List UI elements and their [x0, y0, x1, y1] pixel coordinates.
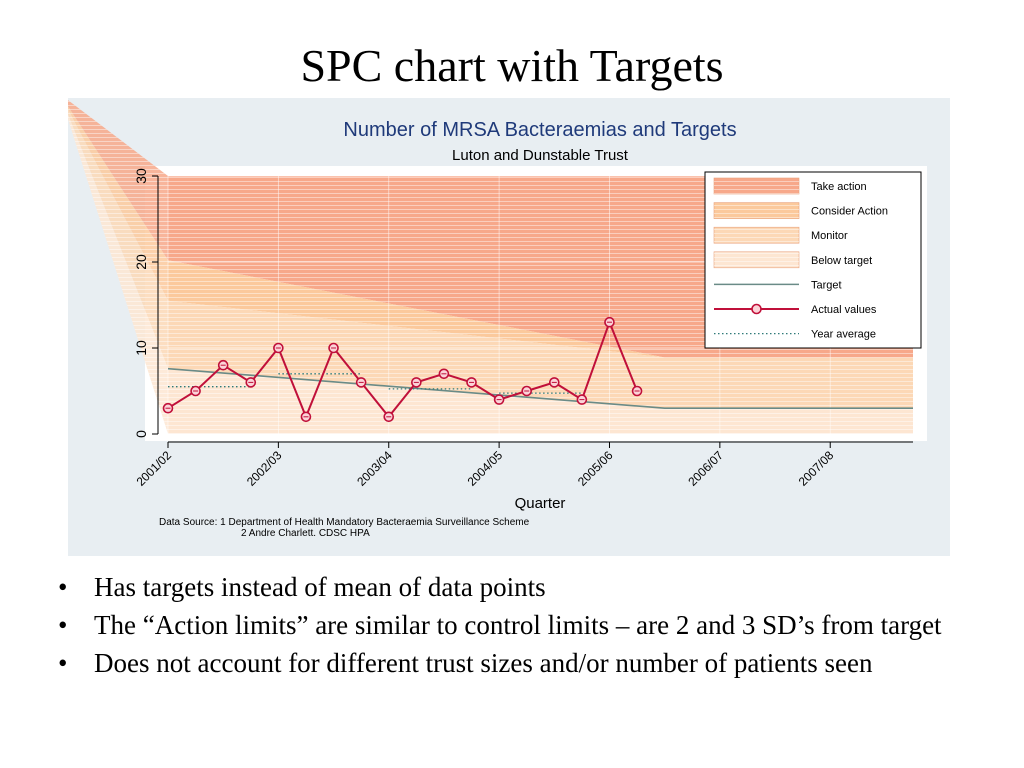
- bullet-text: The “Action limits” are similar to contr…: [94, 610, 942, 640]
- x-axis-label: Quarter: [515, 495, 566, 512]
- actual-values-line: [167, 319, 639, 420]
- legend-label: Consider Action: [811, 206, 888, 218]
- y-tick-label: 20: [133, 254, 149, 270]
- legend-label: Target: [811, 279, 842, 291]
- funnel-wedge-hatch: [68, 109, 168, 369]
- legend-swatch-hatch: [714, 251, 799, 268]
- bullet-item: • The “Action limits” are similar to cont…: [52, 610, 982, 640]
- chart-title: Number of MRSA Bacteraemias and Targets: [343, 119, 736, 141]
- funnel-wedge-hatch: [68, 100, 168, 261]
- legend-marker: [751, 303, 762, 315]
- legend-label: Actual values: [811, 304, 877, 316]
- chart-svg: Number of MRSA Bacteraemias and Targets …: [68, 100, 927, 539]
- x-tick-label: 2007/08: [796, 448, 837, 489]
- bullet-text: Does not account for different trust siz…: [94, 648, 873, 678]
- bullet-glyph: •: [58, 572, 68, 602]
- band-monitor-hatch: [168, 300, 913, 409]
- legend-swatch-hatch: [714, 202, 799, 219]
- series-layer: [162, 316, 913, 423]
- legend-label: Below target: [811, 255, 872, 267]
- chart-subtitle: Luton and Dunstable Trust: [452, 147, 629, 164]
- footnote-line-2: 2 Andre Charlett. CDSC HPA: [241, 528, 370, 539]
- legend-label: Year average: [811, 329, 876, 341]
- x-tick-label: 2006/07: [685, 448, 726, 489]
- footnote-line-1: Data Source: 1 Department of Health Mand…: [159, 517, 530, 528]
- band-consider-action-hatch: [168, 260, 913, 358]
- funnel-wedge-hatch: [68, 114, 168, 434]
- chart-panel: Number of MRSA Bacteraemias and Targets …: [68, 98, 950, 556]
- x-tick-label: 2003/04: [354, 448, 395, 489]
- y-tick-label: 0: [133, 430, 149, 438]
- x-tick-label: 2005/06: [575, 448, 616, 489]
- legend-swatch-hatch: [714, 227, 799, 244]
- x-tick-label: 2004/05: [465, 448, 506, 489]
- bullet-item: • Does not account for different trust si…: [52, 648, 982, 678]
- legend-label: Take action: [811, 181, 867, 193]
- band-below-target-hatch: [168, 368, 913, 434]
- bullet-text: Has targets instead of mean of data poin…: [94, 572, 546, 602]
- legend-swatch-hatch: [714, 178, 799, 194]
- bullet-glyph: •: [58, 610, 68, 640]
- legend-label: Monitor: [811, 230, 848, 242]
- y-tick-label: 30: [133, 168, 149, 184]
- y-tick-label: 10: [133, 340, 149, 356]
- x-tick-label: 2002/03: [244, 448, 285, 489]
- target-line: [167, 367, 913, 410]
- bullet-list: • Has targets instead of mean of data poi…: [52, 572, 982, 686]
- legend: Take action Consider Action Monitor Below t…: [704, 171, 922, 349]
- funnel-wedge-hatch: [68, 106, 168, 301]
- bullet-glyph: •: [58, 648, 68, 678]
- slide-title: SPC chart with Targets: [300, 40, 724, 91]
- x-tick-label: 2001/02: [134, 448, 175, 489]
- bullet-item: • Has targets instead of mean of data poi…: [52, 572, 982, 602]
